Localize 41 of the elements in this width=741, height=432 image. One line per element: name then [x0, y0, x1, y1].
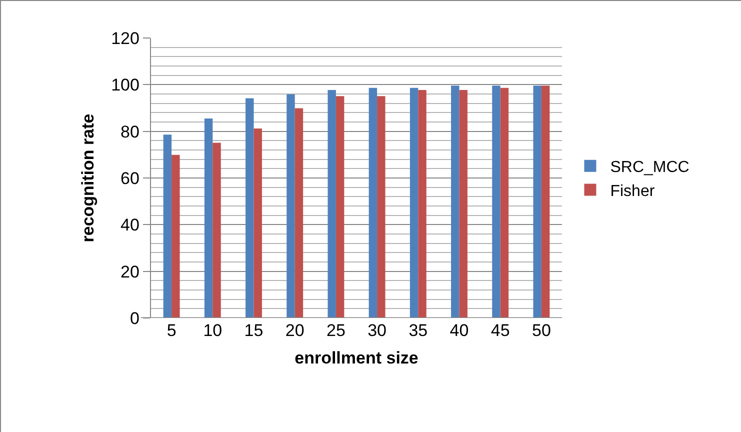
- x-tick-label: 40: [450, 321, 469, 340]
- y-tick-label: 40: [120, 216, 140, 235]
- y-axis-title: recognition rate: [78, 114, 98, 242]
- x-tick-label: 10: [203, 321, 222, 340]
- bar: [328, 90, 336, 318]
- x-tick-label: 45: [490, 321, 510, 340]
- bar: [451, 86, 460, 318]
- bar: [541, 86, 550, 318]
- y-tick-label: 120: [111, 28, 140, 48]
- legend-label: Fisher: [610, 182, 656, 200]
- x-tick-label: 25: [326, 321, 346, 340]
- x-tick-label: 50: [532, 321, 551, 340]
- bar: [246, 98, 254, 318]
- y-tick-label: 80: [120, 122, 140, 142]
- y-tick-label: 100: [111, 76, 140, 95]
- x-tick-label: 20: [285, 321, 304, 340]
- y-tick-label: 20: [120, 262, 140, 282]
- bar: [368, 88, 378, 318]
- bar: [286, 94, 295, 318]
- bar: [377, 96, 386, 318]
- x-tick-label: 5: [166, 321, 176, 340]
- x-tick-label: 30: [368, 321, 387, 340]
- bar: [459, 90, 468, 318]
- bar: [500, 88, 509, 318]
- bar: [204, 118, 213, 318]
- bar: [212, 142, 221, 318]
- bar: [254, 128, 262, 318]
- bar: [410, 88, 418, 318]
- x-tick-label: 35: [408, 321, 428, 340]
- bar: [418, 90, 426, 318]
- x-axis-title: enrollment size: [294, 348, 418, 368]
- x-tick-label: 15: [244, 321, 264, 340]
- bar: [163, 134, 172, 318]
- bar: [533, 86, 542, 318]
- y-tick-label: 0: [130, 308, 140, 328]
- y-tick-label: 60: [120, 168, 140, 188]
- bar: [172, 154, 180, 318]
- legend-label: SRC_MCC: [610, 159, 690, 176]
- bar: [492, 86, 500, 318]
- bar: [336, 96, 344, 318]
- bar: [294, 108, 304, 318]
